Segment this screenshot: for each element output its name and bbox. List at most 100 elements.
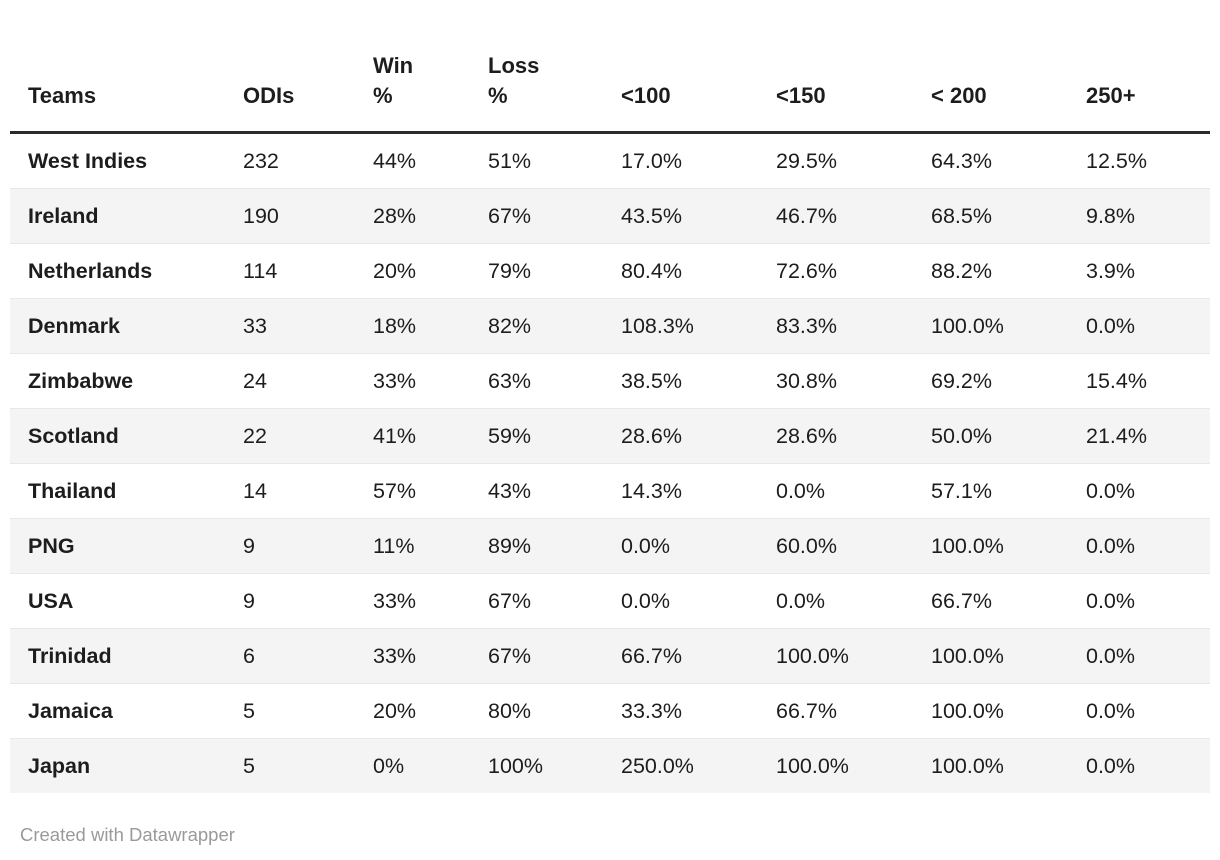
column-header-lt-150: <150	[758, 17, 913, 134]
data-cell: 100.0%	[931, 313, 1004, 338]
team-name-cell: Japan	[28, 753, 91, 778]
team-name-cell: West Indies	[28, 148, 148, 173]
table-row: Japan 5 0% 100% 250.0% 100.0% 100.0% 0.0%	[10, 738, 1210, 793]
data-cell: 11%	[373, 533, 415, 558]
data-cell: 3.9%	[1086, 258, 1136, 283]
data-cell: 100.0%	[931, 643, 1004, 668]
data-cell: 82%	[488, 313, 532, 338]
table-body: West Indies 232 44% 51% 17.0% 29.5% 64.3% 12.5%…	[10, 133, 1210, 793]
team-name-cell: Zimbabwe	[28, 368, 134, 393]
data-cell: 17.0%	[621, 148, 682, 173]
data-cell: 100.0%	[931, 533, 1004, 558]
data-cell: 41%	[373, 423, 417, 448]
data-cell: 108.3%	[621, 313, 694, 338]
data-cell: 0.0%	[1086, 478, 1136, 503]
data-cell: 0%	[373, 753, 405, 778]
data-cell: 0.0%	[1086, 533, 1136, 558]
data-cell: 66.7%	[621, 643, 682, 668]
column-header-win-pct: Win %	[355, 17, 470, 134]
data-cell: 33%	[373, 643, 417, 668]
data-cell: 80.4%	[621, 258, 682, 283]
odi-results-table: Teams ODIs Win % Loss % <100 <150 < 200 250+ We…	[10, 17, 1210, 793]
data-cell: 50.0%	[931, 423, 992, 448]
table-row: Denmark 33 18% 82% 108.3% 83.3% 100.0% 0.0%	[10, 298, 1210, 354]
table-row: Zimbabwe 24 33% 63% 38.5% 30.8% 69.2% 15.4%	[10, 353, 1210, 409]
table-row: Trinidad 6 33% 67% 66.7% 100.0% 100.0% 0.0%	[10, 628, 1210, 684]
column-header-lt-100: <100	[603, 17, 758, 134]
data-cell: 33%	[373, 588, 417, 613]
data-cell: 14.3%	[621, 478, 682, 503]
data-cell: 0.0%	[776, 478, 826, 503]
data-cell: 66.7%	[776, 698, 837, 723]
data-cell: 0.0%	[776, 588, 826, 613]
table-row: Jamaica 5 20% 80% 33.3% 66.7% 100.0% 0.0%	[10, 683, 1210, 739]
data-cell: 9	[243, 533, 255, 558]
table-row: Ireland 190 28% 67% 43.5% 46.7% 68.5% 9.8%	[10, 188, 1210, 244]
column-header-lt-200: < 200	[913, 17, 1068, 134]
data-cell: 66.7%	[931, 588, 992, 613]
datawrapper-credit-link[interactable]: Created with Datawrapper	[20, 824, 235, 845]
data-cell: 12.5%	[1086, 148, 1147, 173]
data-cell: 59%	[488, 423, 532, 448]
data-cell: 67%	[488, 203, 532, 228]
data-cell: 68.5%	[931, 203, 992, 228]
team-name-cell: Thailand	[28, 478, 117, 503]
table-row: West Indies 232 44% 51% 17.0% 29.5% 64.3% 12.5%	[10, 133, 1210, 189]
data-cell: 100.0%	[931, 753, 1004, 778]
data-cell: 20%	[373, 698, 417, 723]
team-name-cell: Netherlands	[28, 258, 153, 283]
data-cell: 57.1%	[931, 478, 992, 503]
data-cell: 5	[243, 698, 255, 723]
team-name-cell: Denmark	[28, 313, 121, 338]
data-cell: 60.0%	[776, 533, 837, 558]
data-cell: 69.2%	[931, 368, 992, 393]
data-cell: 33	[243, 313, 267, 338]
data-cell: 28%	[373, 203, 417, 228]
team-name-cell: Trinidad	[28, 643, 112, 668]
data-cell: 20%	[373, 258, 417, 283]
team-name-cell: Ireland	[28, 203, 99, 228]
table-row: Netherlands 114 20% 79% 80.4% 72.6% 88.2% 3.9%	[10, 243, 1210, 299]
data-cell: 88.2%	[931, 258, 992, 283]
data-cell: 33.3%	[621, 698, 682, 723]
data-cell: 0.0%	[621, 588, 671, 613]
data-cell: 64.3%	[931, 148, 992, 173]
data-cell: 51%	[488, 148, 532, 173]
data-cell: 83.3%	[776, 313, 837, 338]
data-cell: 28.6%	[776, 423, 837, 448]
data-cell: 0.0%	[621, 533, 671, 558]
data-cell: 28.6%	[621, 423, 682, 448]
team-name-cell: Jamaica	[28, 698, 113, 723]
data-cell: 100.0%	[776, 753, 849, 778]
header-row: Teams ODIs Win % Loss % <100 <150 < 200 250+	[10, 17, 1210, 134]
data-cell: 63%	[488, 368, 532, 393]
data-cell: 0.0%	[1086, 643, 1136, 668]
data-cell: 0.0%	[1086, 698, 1136, 723]
table-row: Thailand 14 57% 43% 14.3% 0.0% 57.1% 0.0%	[10, 463, 1210, 519]
data-cell: 21.4%	[1086, 423, 1147, 448]
data-cell: 100.0%	[931, 698, 1004, 723]
column-header-odis: ODIs	[225, 17, 355, 134]
data-cell: 46.7%	[776, 203, 837, 228]
team-name-cell: Scotland	[28, 423, 119, 448]
data-cell: 100%	[488, 753, 543, 778]
data-cell: 57%	[373, 478, 417, 503]
data-cell: 100.0%	[776, 643, 849, 668]
data-cell: 29.5%	[776, 148, 837, 173]
data-cell: 6	[243, 643, 255, 668]
data-cell: 67%	[488, 643, 532, 668]
data-cell: 0.0%	[1086, 588, 1136, 613]
data-cell: 9	[243, 588, 255, 613]
data-cell: 89%	[488, 533, 532, 558]
data-cell: 24	[243, 368, 267, 393]
data-cell: 0.0%	[1086, 753, 1136, 778]
table-container: Teams ODIs Win % Loss % <100 <150 < 200 250+ We…	[10, 17, 1210, 793]
data-cell: 5	[243, 753, 255, 778]
column-header-250-plus: 250+	[1068, 17, 1210, 134]
data-cell: 38.5%	[621, 368, 682, 393]
data-cell: 43.5%	[621, 203, 682, 228]
data-cell: 190	[243, 203, 279, 228]
team-name-cell: PNG	[28, 533, 75, 558]
data-cell: 9.8%	[1086, 203, 1136, 228]
